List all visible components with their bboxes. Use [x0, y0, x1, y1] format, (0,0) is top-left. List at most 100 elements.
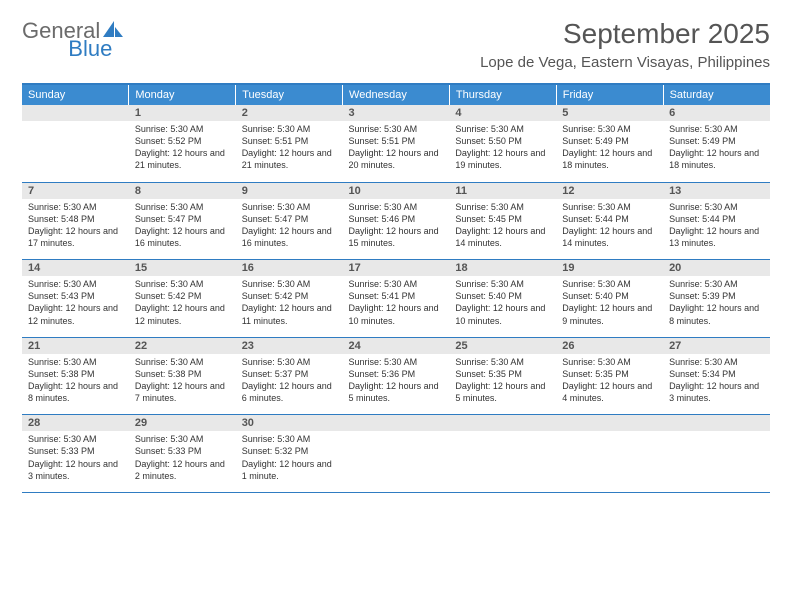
calendar-cell — [556, 415, 663, 493]
calendar-cell — [663, 415, 770, 493]
calendar-cell: 17Sunrise: 5:30 AMSunset: 5:41 PMDayligh… — [343, 260, 450, 338]
daylight-line: Daylight: 12 hours and 14 minutes. — [562, 225, 657, 249]
day-number: 5 — [556, 105, 663, 121]
day-content: Sunrise: 5:30 AMSunset: 5:40 PMDaylight:… — [449, 276, 556, 337]
calendar-cell: 5Sunrise: 5:30 AMSunset: 5:49 PMDaylight… — [556, 105, 663, 182]
calendar-cell: 11Sunrise: 5:30 AMSunset: 5:45 PMDayligh… — [449, 182, 556, 260]
day-content: Sunrise: 5:30 AMSunset: 5:41 PMDaylight:… — [343, 276, 450, 337]
sunrise-line: Sunrise: 5:30 AM — [562, 123, 657, 135]
sunset-line: Sunset: 5:51 PM — [242, 135, 337, 147]
calendar-cell — [22, 105, 129, 182]
calendar-cell: 1Sunrise: 5:30 AMSunset: 5:52 PMDaylight… — [129, 105, 236, 182]
day-content: Sunrise: 5:30 AMSunset: 5:38 PMDaylight:… — [22, 354, 129, 415]
daylight-line: Daylight: 12 hours and 21 minutes. — [242, 147, 337, 171]
sunrise-line: Sunrise: 5:30 AM — [455, 123, 550, 135]
calendar-row: 1Sunrise: 5:30 AMSunset: 5:52 PMDaylight… — [22, 105, 770, 182]
daylight-line: Daylight: 12 hours and 11 minutes. — [242, 302, 337, 326]
sunrise-line: Sunrise: 5:30 AM — [455, 356, 550, 368]
weekday-header: Tuesday — [236, 84, 343, 105]
day-number: 9 — [236, 183, 343, 199]
sunset-line: Sunset: 5:33 PM — [28, 445, 123, 457]
day-number: 17 — [343, 260, 450, 276]
day-content: Sunrise: 5:30 AMSunset: 5:49 PMDaylight:… — [556, 121, 663, 182]
daylight-line: Daylight: 12 hours and 14 minutes. — [455, 225, 550, 249]
sunrise-line: Sunrise: 5:30 AM — [135, 123, 230, 135]
day-content — [343, 431, 450, 492]
daylight-line: Daylight: 12 hours and 16 minutes. — [242, 225, 337, 249]
sunset-line: Sunset: 5:38 PM — [28, 368, 123, 380]
daylight-line: Daylight: 12 hours and 18 minutes. — [562, 147, 657, 171]
day-number: 27 — [663, 338, 770, 354]
calendar-cell: 8Sunrise: 5:30 AMSunset: 5:47 PMDaylight… — [129, 182, 236, 260]
daylight-line: Daylight: 12 hours and 4 minutes. — [562, 380, 657, 404]
day-content: Sunrise: 5:30 AMSunset: 5:49 PMDaylight:… — [663, 121, 770, 182]
month-title: September 2025 — [480, 18, 770, 50]
day-content: Sunrise: 5:30 AMSunset: 5:32 PMDaylight:… — [236, 431, 343, 492]
day-content: Sunrise: 5:30 AMSunset: 5:33 PMDaylight:… — [22, 431, 129, 492]
calendar-table: SundayMondayTuesdayWednesdayThursdayFrid… — [22, 83, 770, 493]
sunset-line: Sunset: 5:42 PM — [135, 290, 230, 302]
title-block: September 2025 Lope de Vega, Eastern Vis… — [480, 18, 770, 71]
weekday-header: Thursday — [449, 84, 556, 105]
day-content: Sunrise: 5:30 AMSunset: 5:48 PMDaylight:… — [22, 199, 129, 260]
calendar-row: 7Sunrise: 5:30 AMSunset: 5:48 PMDaylight… — [22, 182, 770, 260]
calendar-cell: 24Sunrise: 5:30 AMSunset: 5:36 PMDayligh… — [343, 337, 450, 415]
calendar-cell: 29Sunrise: 5:30 AMSunset: 5:33 PMDayligh… — [129, 415, 236, 493]
day-number: 1 — [129, 105, 236, 121]
day-number: 14 — [22, 260, 129, 276]
calendar-cell: 21Sunrise: 5:30 AMSunset: 5:38 PMDayligh… — [22, 337, 129, 415]
sunrise-line: Sunrise: 5:30 AM — [242, 356, 337, 368]
sunset-line: Sunset: 5:50 PM — [455, 135, 550, 147]
sunrise-line: Sunrise: 5:30 AM — [28, 278, 123, 290]
sunset-line: Sunset: 5:49 PM — [562, 135, 657, 147]
sunset-line: Sunset: 5:33 PM — [135, 445, 230, 457]
sunset-line: Sunset: 5:32 PM — [242, 445, 337, 457]
day-content: Sunrise: 5:30 AMSunset: 5:43 PMDaylight:… — [22, 276, 129, 337]
sunrise-line: Sunrise: 5:30 AM — [669, 123, 764, 135]
day-number — [343, 415, 450, 431]
daylight-line: Daylight: 12 hours and 10 minutes. — [455, 302, 550, 326]
day-number: 3 — [343, 105, 450, 121]
daylight-line: Daylight: 12 hours and 5 minutes. — [455, 380, 550, 404]
day-content: Sunrise: 5:30 AMSunset: 5:47 PMDaylight:… — [129, 199, 236, 260]
day-number: 11 — [449, 183, 556, 199]
daylight-line: Daylight: 12 hours and 12 minutes. — [135, 302, 230, 326]
day-content: Sunrise: 5:30 AMSunset: 5:35 PMDaylight:… — [449, 354, 556, 415]
calendar-cell: 10Sunrise: 5:30 AMSunset: 5:46 PMDayligh… — [343, 182, 450, 260]
day-content — [663, 431, 770, 492]
day-number: 4 — [449, 105, 556, 121]
day-number: 15 — [129, 260, 236, 276]
sunrise-line: Sunrise: 5:30 AM — [562, 356, 657, 368]
calendar-cell: 22Sunrise: 5:30 AMSunset: 5:38 PMDayligh… — [129, 337, 236, 415]
weekday-header-row: SundayMondayTuesdayWednesdayThursdayFrid… — [22, 84, 770, 105]
calendar-row: 28Sunrise: 5:30 AMSunset: 5:33 PMDayligh… — [22, 415, 770, 493]
sunset-line: Sunset: 5:37 PM — [242, 368, 337, 380]
calendar-cell: 3Sunrise: 5:30 AMSunset: 5:51 PMDaylight… — [343, 105, 450, 182]
sunrise-line: Sunrise: 5:30 AM — [455, 278, 550, 290]
daylight-line: Daylight: 12 hours and 13 minutes. — [669, 225, 764, 249]
calendar-cell: 6Sunrise: 5:30 AMSunset: 5:49 PMDaylight… — [663, 105, 770, 182]
sunrise-line: Sunrise: 5:30 AM — [242, 433, 337, 445]
sunrise-line: Sunrise: 5:30 AM — [562, 201, 657, 213]
weekday-header: Friday — [556, 84, 663, 105]
day-content: Sunrise: 5:30 AMSunset: 5:42 PMDaylight:… — [236, 276, 343, 337]
calendar-cell: 19Sunrise: 5:30 AMSunset: 5:40 PMDayligh… — [556, 260, 663, 338]
sunrise-line: Sunrise: 5:30 AM — [349, 123, 444, 135]
daylight-line: Daylight: 12 hours and 3 minutes. — [669, 380, 764, 404]
day-content: Sunrise: 5:30 AMSunset: 5:46 PMDaylight:… — [343, 199, 450, 260]
weekday-header: Sunday — [22, 84, 129, 105]
sunrise-line: Sunrise: 5:30 AM — [562, 278, 657, 290]
sunrise-line: Sunrise: 5:30 AM — [28, 433, 123, 445]
sunrise-line: Sunrise: 5:30 AM — [242, 201, 337, 213]
day-number: 19 — [556, 260, 663, 276]
day-number: 16 — [236, 260, 343, 276]
calendar-cell: 18Sunrise: 5:30 AMSunset: 5:40 PMDayligh… — [449, 260, 556, 338]
calendar-cell: 9Sunrise: 5:30 AMSunset: 5:47 PMDaylight… — [236, 182, 343, 260]
sunrise-line: Sunrise: 5:30 AM — [669, 201, 764, 213]
sunset-line: Sunset: 5:43 PM — [28, 290, 123, 302]
calendar-cell: 4Sunrise: 5:30 AMSunset: 5:50 PMDaylight… — [449, 105, 556, 182]
calendar-row: 21Sunrise: 5:30 AMSunset: 5:38 PMDayligh… — [22, 337, 770, 415]
day-number: 12 — [556, 183, 663, 199]
sunset-line: Sunset: 5:46 PM — [349, 213, 444, 225]
day-content: Sunrise: 5:30 AMSunset: 5:38 PMDaylight:… — [129, 354, 236, 415]
